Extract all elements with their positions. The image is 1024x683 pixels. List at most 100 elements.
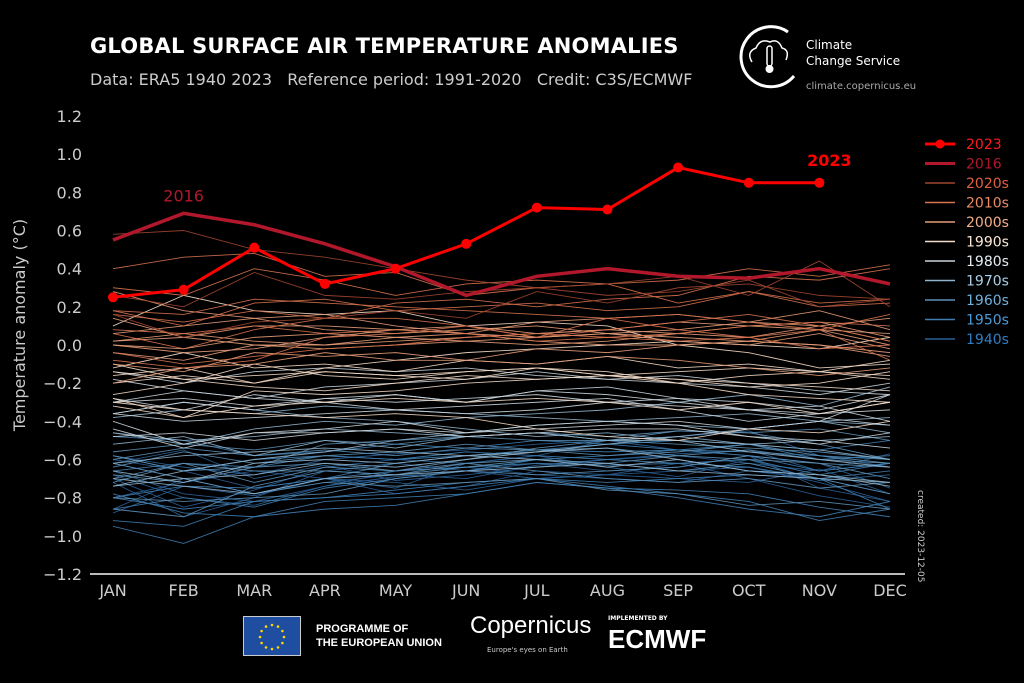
- x-tick-label: APR: [309, 581, 341, 600]
- point-2023: [743, 177, 754, 188]
- y-tick-label: −0.8: [43, 489, 82, 508]
- c3s-logo: Climate Change Service climate.copernicu…: [736, 24, 936, 94]
- year-line: [112, 230, 891, 308]
- year-line: [112, 333, 891, 361]
- point-2023: [814, 177, 825, 188]
- year-line: [112, 371, 891, 418]
- legend-item-1940s: 1940s: [925, 332, 1009, 348]
- legend-label: 2010s: [966, 196, 1009, 212]
- legend-item-2020s: 2020s: [925, 176, 1009, 192]
- x-tick-label: SEP: [663, 581, 693, 600]
- year-line: [112, 386, 891, 445]
- year-line: [112, 466, 891, 514]
- year-line: [112, 428, 891, 449]
- eu-line-1: PROGRAMME OF: [316, 623, 409, 635]
- year-lines: [112, 230, 891, 544]
- year-line: [112, 436, 891, 460]
- eu-flag-icon: [243, 616, 301, 656]
- ecmwf-logo: ECMWF: [608, 624, 707, 654]
- legend-label: 2020s: [966, 176, 1009, 192]
- eu-programme-text: PROGRAMME OF THE EUROPEAN UNION: [316, 622, 442, 650]
- c3s-logo-icon: [739, 25, 796, 89]
- legend-item-1990s: 1990s: [925, 235, 1009, 251]
- year-line: [112, 394, 891, 441]
- year-line: [112, 294, 891, 369]
- year-line: [112, 333, 891, 365]
- copernicus-logo: Copernicus: [470, 612, 592, 639]
- chart-title: GLOBAL SURFACE AIR TEMPERATURE ANOMALIES: [90, 34, 679, 58]
- year-line: [112, 401, 891, 441]
- legend-label: 1960s: [966, 293, 1009, 309]
- point-2023: [531, 202, 542, 213]
- legend-item-2010s: 2010s: [925, 196, 1009, 212]
- y-tick-label: 0.6: [57, 222, 82, 241]
- x-tick-label: AUG: [590, 581, 625, 600]
- x-tick-label: MAY: [379, 581, 413, 600]
- year-line: [112, 367, 891, 403]
- legend-item-1950s: 1950s: [925, 313, 1009, 329]
- legend: 2023 2016 2020s 2010s 2000s 1990s 1980s 1970s 19…: [925, 137, 1009, 348]
- x-tick-label: FEB: [168, 581, 198, 600]
- x-tick-label: JAN: [98, 581, 126, 600]
- year-line: [112, 264, 891, 296]
- year-line: [112, 466, 891, 506]
- year-line: [112, 359, 891, 380]
- highlight-lines: [108, 162, 891, 303]
- y-tick-label: −0.4: [43, 412, 82, 431]
- legend-label: 2000s: [966, 215, 1009, 231]
- legend-item-2000s: 2000s: [925, 215, 1009, 231]
- year-line: [112, 436, 891, 460]
- point-2023: [673, 162, 684, 173]
- year-line: [112, 462, 891, 508]
- year-line: [112, 481, 891, 544]
- year-line: [112, 336, 891, 384]
- year-line: [112, 449, 891, 510]
- line-2016: [112, 211, 891, 298]
- y-tick-label: −0.2: [43, 374, 82, 393]
- year-line: [112, 401, 891, 422]
- year-line: [112, 325, 891, 350]
- year-line: [112, 449, 891, 518]
- logo-url[interactable]: climate.copernicus.eu: [806, 81, 917, 92]
- year-line: [112, 447, 891, 483]
- legend-label: 1950s: [966, 313, 1009, 329]
- legend-label: 1970s: [966, 274, 1009, 290]
- year-line: [112, 283, 891, 338]
- legend-label: 1990s: [966, 235, 1009, 251]
- year-line: [112, 420, 891, 449]
- point-2023: [602, 204, 613, 215]
- point-2023: [249, 242, 260, 253]
- legend-item-1970s: 1970s: [925, 274, 1009, 290]
- annotation-2016: 2016: [163, 186, 204, 205]
- y-tick-label: 1.0: [57, 145, 82, 164]
- eu-line-2: THE EUROPEAN UNION: [316, 637, 442, 649]
- point-2023: [178, 284, 189, 295]
- implemented-by: IMPLEMENTED BY: [608, 615, 668, 622]
- logo-line-1: Climate: [806, 38, 853, 52]
- year-line: [112, 310, 891, 354]
- legend-label: 2016: [966, 157, 1002, 173]
- legend-item-1980s: 1980s: [925, 254, 1009, 270]
- point-2023: [319, 278, 330, 289]
- year-line: [112, 394, 891, 415]
- logo-line-2: Change Service: [806, 54, 901, 68]
- year-line: [112, 321, 891, 342]
- year-line: [112, 340, 891, 373]
- year-line: [112, 314, 891, 350]
- x-tick-label: NOV: [802, 581, 837, 600]
- point-2023: [108, 292, 118, 303]
- x-tick-label: OCT: [732, 581, 766, 600]
- x-tick-label: JUL: [523, 581, 549, 600]
- year-line: [112, 443, 891, 464]
- copernicus-tagline: Europe's eyes on Earth: [487, 646, 568, 654]
- chart-subtitle: Data: ERA5 1940 2023 Reference period: 1…: [90, 70, 693, 89]
- year-line: [112, 367, 891, 396]
- year-line: [112, 352, 891, 384]
- year-line: [112, 449, 891, 510]
- year-line: [112, 455, 891, 502]
- point-2023: [390, 263, 401, 274]
- legend-item-2023: 2023: [925, 137, 1002, 153]
- legend-label: 1980s: [966, 254, 1009, 270]
- y-axis: 1.2 1.0 0.8 0.6 0.4 0.2 0.0 −0.2 −0.4 −0.6 −0.8 −1.…: [43, 107, 82, 584]
- legend-label: 2023: [966, 137, 1002, 153]
